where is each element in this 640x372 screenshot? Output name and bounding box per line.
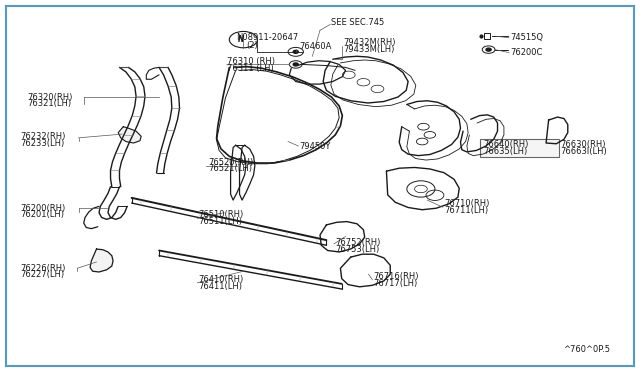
Text: 79432M(RH): 79432M(RH) — [343, 38, 396, 48]
Text: 76320(RH): 76320(RH) — [28, 93, 73, 102]
Circle shape — [486, 48, 491, 51]
Text: 74515Q: 74515Q — [510, 33, 543, 42]
Text: 76411(LH): 76411(LH) — [198, 282, 243, 291]
Text: 76511(LH): 76511(LH) — [198, 217, 243, 226]
Text: 76710(RH): 76710(RH) — [444, 199, 489, 208]
Text: 76717(LH): 76717(LH) — [374, 279, 418, 288]
Text: (2): (2) — [246, 41, 259, 51]
Text: SEE SEC.745: SEE SEC.745 — [332, 18, 385, 27]
Text: N: N — [238, 35, 244, 44]
Text: 79450Y: 79450Y — [300, 142, 331, 151]
Text: 76640(RH): 76640(RH) — [483, 140, 529, 149]
Text: 76460A: 76460A — [300, 42, 332, 51]
Text: 76521(LH): 76521(LH) — [208, 164, 252, 173]
Polygon shape — [90, 249, 113, 272]
Text: 76752(RH): 76752(RH) — [335, 238, 381, 247]
Polygon shape — [118, 127, 141, 143]
Bar — [479, 138, 559, 157]
Text: ^760^0P.5: ^760^0P.5 — [563, 345, 610, 354]
Text: 76711(LH): 76711(LH) — [444, 206, 488, 215]
Text: 76232(RH): 76232(RH) — [20, 132, 65, 141]
Text: 76226(RH): 76226(RH) — [20, 264, 65, 273]
Text: 76227(LH): 76227(LH) — [20, 270, 64, 279]
Text: 76630(RH): 76630(RH) — [560, 140, 605, 149]
Text: 76635(LH): 76635(LH) — [483, 147, 528, 155]
Text: N08911-20647: N08911-20647 — [236, 33, 298, 42]
Text: 76510(RH): 76510(RH) — [198, 211, 244, 219]
Text: 76201(LH): 76201(LH) — [20, 211, 64, 219]
Text: 76520(RH): 76520(RH) — [208, 158, 253, 167]
Text: 79433M(LH): 79433M(LH) — [343, 45, 394, 54]
Text: 76410(RH): 76410(RH) — [198, 275, 244, 284]
Text: 76200C: 76200C — [510, 48, 543, 57]
Circle shape — [293, 50, 298, 53]
Text: 76716(RH): 76716(RH) — [374, 272, 419, 281]
Text: 76310 (RH): 76310 (RH) — [227, 57, 275, 66]
Text: 76200(RH): 76200(RH) — [20, 204, 65, 213]
Text: 76753(LH): 76753(LH) — [335, 244, 380, 253]
Circle shape — [293, 63, 298, 66]
Text: 76233(LH): 76233(LH) — [20, 139, 64, 148]
Text: 76663l(LH): 76663l(LH) — [560, 147, 607, 155]
Text: 76311 (LH): 76311 (LH) — [227, 64, 274, 73]
Text: 76321(LH): 76321(LH) — [28, 99, 72, 108]
